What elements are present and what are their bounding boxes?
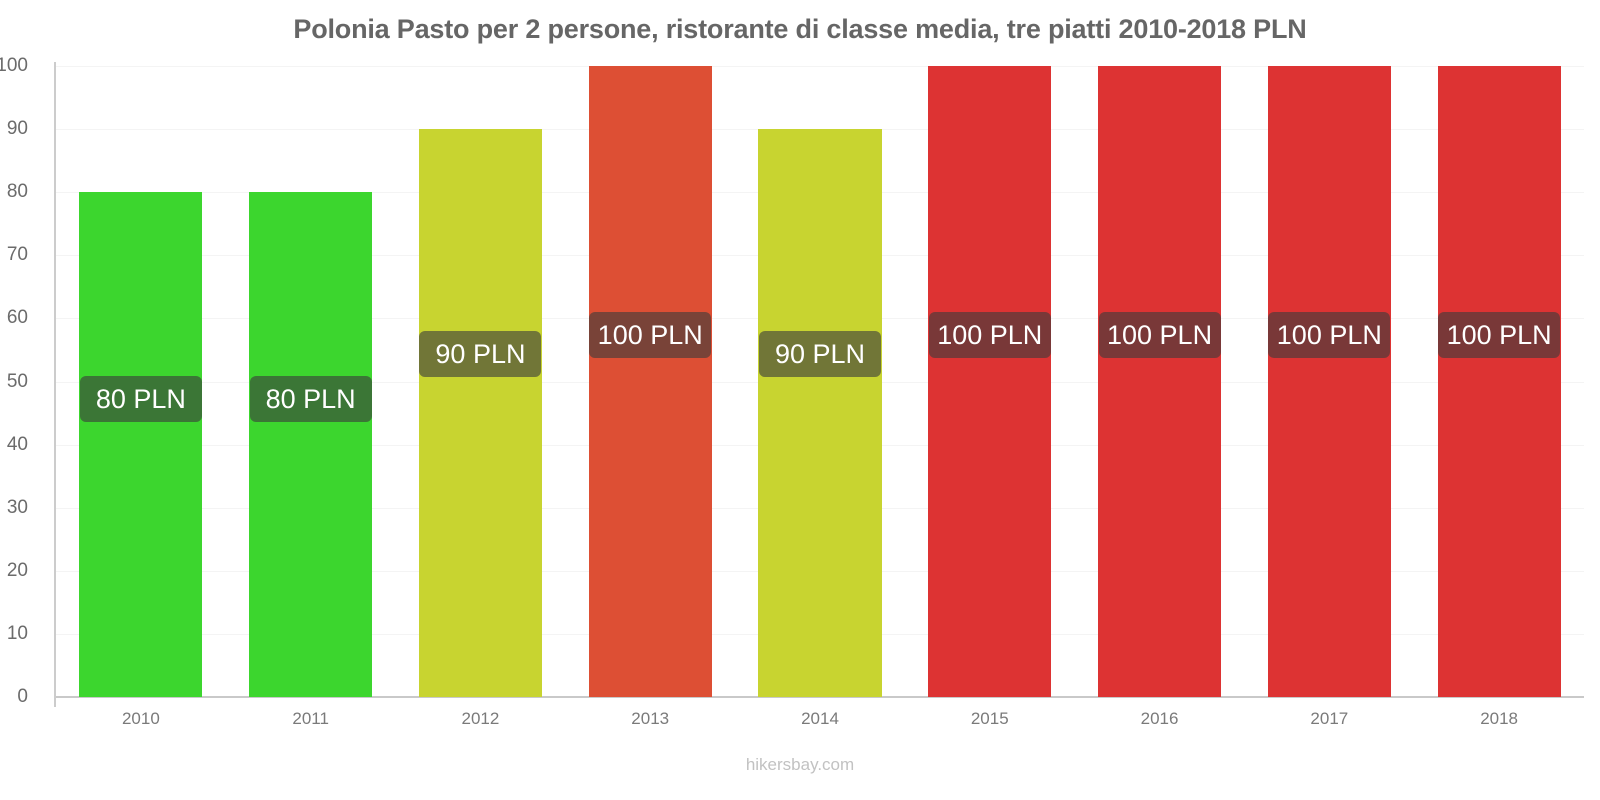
bar-2013[interactable] [588,66,712,697]
y-axis-tick-label: 40 [6,433,28,455]
y-axis-tick-label: 90 [6,118,28,140]
y-axis-tick-label: 30 [6,496,28,518]
y-axis-tick-label: 60 [6,307,28,329]
bar-value-label-2014: 90 PLN [759,331,881,378]
bar-2015[interactable] [928,66,1052,697]
bar-2012[interactable] [418,129,542,697]
y-axis-tick-label: 70 [6,244,28,266]
y-axis-tick-label: 80 [6,181,28,203]
x-axis-tick-label-2014: 2014 [801,709,839,728]
y-axis-tick-label: 50 [6,370,28,392]
bar-value-label-2017: 100 PLN [1268,312,1391,359]
gridline [56,66,1584,67]
x-axis-tick-label-2017: 2017 [1310,709,1349,728]
bar-value-label-2016: 100 PLN [1098,312,1221,359]
y-axis-line [54,62,56,707]
bar-value-label-2010: 80 PLN [79,375,202,422]
bar-2010[interactable] [79,192,203,697]
bar-2011[interactable] [249,192,373,697]
y-axis-tick-label: 0 [17,686,28,707]
bar-value-label-2018: 100 PLN [1438,312,1561,359]
bar-value-label-2012: 90 PLN [419,331,542,378]
chart-title: Polonia Pasto per 2 persone, ristorante … [293,14,1307,44]
x-axis-tick-label-2011: 2011 [292,709,329,728]
watermark-hikersbay: hikersbay.com [745,755,855,774]
x-axis-tick-label-2018: 2018 [1480,709,1519,728]
x-axis-tick-label-2013: 2013 [631,709,670,728]
bar-2014[interactable] [758,129,882,697]
y-axis-tick-label: 20 [6,559,28,581]
bar-value-label-2011: 80 PLN [249,375,372,422]
bar-2016[interactable] [1098,66,1222,697]
x-axis-tick-label-2010: 2010 [121,709,160,728]
plot-area: 0 10 20 30 40 50 60 70 80 90 100 80 PLN 2010 80 PLN 20… [0,55,1584,728]
bar-2017[interactable] [1267,66,1391,697]
bar-value-label-2013: 100 PLN [589,312,712,359]
bar-2018[interactable] [1437,66,1561,697]
x-axis-tick-label-2016: 2016 [1140,709,1179,728]
x-axis-tick-label-2015: 2015 [970,709,1009,728]
x-axis-tick-label-2012: 2012 [461,709,500,728]
y-axis-tick-label: 100 [0,55,28,76]
bar-value-label-2015: 100 PLN [928,312,1051,359]
x-axis-baseline [56,696,1584,698]
y-axis-tick-label: 10 [6,622,28,644]
